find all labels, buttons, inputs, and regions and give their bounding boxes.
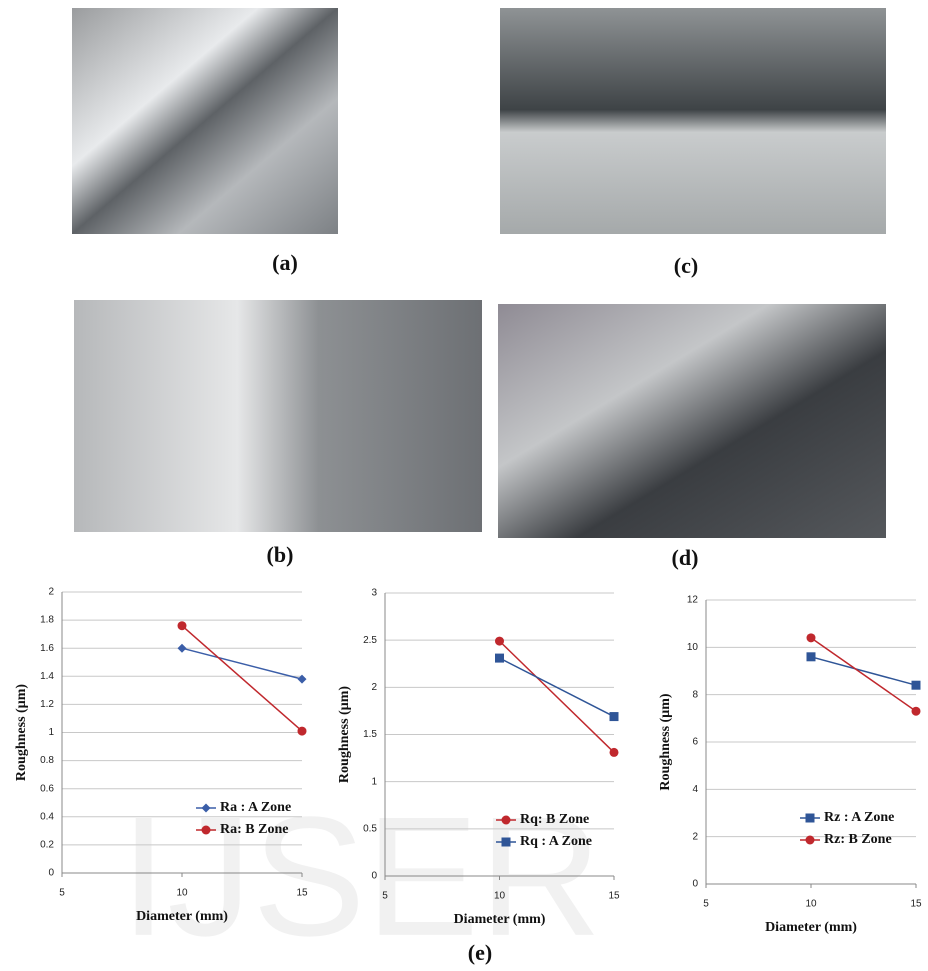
point [911, 706, 921, 716]
panel-label: (a) [272, 250, 298, 275]
x-tick-label: 15 [608, 891, 620, 902]
y-tick-label: 2 [371, 682, 377, 693]
photo-a [72, 8, 338, 234]
y-tick-label: 0.4 [40, 811, 54, 822]
legend-marker [805, 835, 815, 845]
y-tick-label: 1.6 [40, 643, 54, 654]
legend-label: Rz : A Zone [824, 810, 894, 825]
legend-label: Rq: B Zone [520, 812, 589, 827]
panel-label: (b) [267, 542, 294, 567]
x-tick-label: 5 [59, 888, 65, 899]
photo-b [74, 300, 482, 532]
y-tick-label: 2.5 [363, 635, 377, 646]
y-tick-label: 4 [692, 784, 698, 795]
legend-marker [805, 813, 815, 823]
x-tick-label: 10 [176, 888, 188, 899]
point [806, 652, 816, 662]
point [495, 636, 504, 646]
y-tick-label: 0.5 [363, 823, 377, 834]
legend-marker [501, 815, 511, 825]
y-tick-label: 1 [371, 776, 377, 787]
panel-label: (d) [672, 545, 699, 570]
x-tick-label: 15 [910, 899, 922, 910]
y-tick-label: 8 [692, 689, 698, 700]
panel-label: (c) [674, 253, 698, 278]
legend-label: Ra : A Zone [220, 800, 291, 815]
y-tick-label: 12 [687, 595, 699, 606]
y-axis-label: Roughness (µm) [658, 693, 673, 790]
y-axis-label: Roughness (µm) [337, 686, 352, 783]
x-tick-label: 15 [296, 888, 308, 899]
series-line [181, 625, 303, 732]
series-line [499, 657, 615, 718]
panel-label: (e) [468, 940, 492, 965]
y-tick-label: 2 [692, 831, 698, 842]
y-tick-label: 6 [692, 737, 698, 748]
y-tick-label: 0 [692, 879, 698, 890]
x-tick-label: 10 [494, 891, 506, 902]
point [609, 712, 619, 722]
photo-c [500, 8, 886, 234]
y-tick-label: 3 [371, 588, 377, 599]
point [177, 643, 187, 653]
y-tick-label: 0.6 [40, 783, 54, 794]
point [609, 747, 619, 757]
y-tick-label: 1.5 [363, 729, 377, 740]
photo-d [498, 304, 886, 538]
point [177, 621, 187, 631]
legend-marker [201, 825, 211, 835]
point [297, 726, 307, 736]
y-tick-label: 0 [48, 868, 54, 879]
x-tick-label: 10 [805, 899, 817, 910]
x-tick-label: 5 [382, 891, 388, 902]
point [495, 653, 504, 663]
y-tick-label: 10 [687, 642, 699, 653]
y-tick-label: 0.2 [40, 840, 54, 851]
x-axis-label: Diameter (mm) [765, 920, 857, 935]
y-axis-label: Roughness (µm) [14, 684, 29, 781]
legend-label: Ra: B Zone [220, 822, 288, 837]
point [806, 633, 816, 643]
series-line [810, 656, 917, 686]
y-tick-label: 0 [371, 871, 377, 882]
y-tick-label: 1.2 [40, 699, 54, 710]
y-tick-label: 1.8 [40, 615, 54, 626]
y-tick-label: 2 [48, 587, 54, 598]
legend-label: Rq : A Zone [520, 834, 592, 849]
point [297, 674, 307, 684]
point [911, 680, 921, 690]
x-tick-label: 5 [703, 899, 709, 910]
y-tick-label: 1.4 [40, 671, 54, 682]
legend-marker [201, 803, 211, 813]
x-axis-label: Diameter (mm) [136, 909, 228, 924]
series-line [181, 647, 303, 680]
legend-marker [501, 837, 511, 847]
x-axis-label: Diameter (mm) [454, 912, 546, 927]
legend-label: Rz: B Zone [824, 832, 892, 847]
series-line [810, 637, 917, 712]
y-tick-label: 0.8 [40, 755, 54, 766]
series-line [498, 640, 615, 753]
y-tick-label: 1 [48, 727, 54, 738]
